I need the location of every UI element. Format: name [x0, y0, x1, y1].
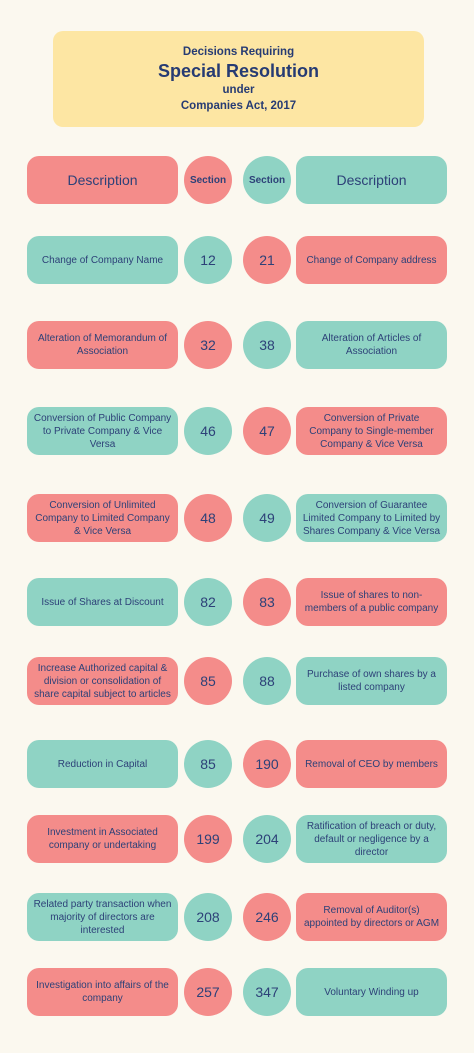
header-right-section: Section [243, 156, 291, 204]
row-2-right-text: Alteration of Articles of Association [296, 321, 447, 369]
row-3-left-text: Conversion of Public Company to Private … [27, 407, 178, 455]
row-9-left-section: 208 [184, 893, 232, 941]
row-6-left-text: Increase Authorized capital & division o… [27, 657, 178, 705]
row-5-left-text: Issue of Shares at Discount [27, 578, 178, 626]
row-8-left-section: 199 [184, 815, 232, 863]
header-right-description: Description [296, 156, 447, 204]
row-9-right-text: Removal of Auditor(s) appointed by direc… [296, 893, 447, 941]
row-3-right-section: 47 [243, 407, 291, 455]
row-7-right-text: Removal of CEO by members [296, 740, 447, 788]
row-9-right-section: 246 [243, 893, 291, 941]
row-4-right-text: Conversion of Guarantee Limited Company … [296, 494, 447, 542]
row-3-right-text: Conversion of Private Company to Single-… [296, 407, 447, 455]
row-9-left-text: Related party transaction when majority … [27, 893, 178, 941]
row-7-left-text: Reduction in Capital [27, 740, 178, 788]
row-4-left-section: 48 [184, 494, 232, 542]
title-line-2: Special Resolution [157, 61, 320, 81]
row-4-left-text: Conversion of Unlimited Company to Limit… [27, 494, 178, 542]
row-8-left-text: Investment in Associated company or unde… [27, 815, 178, 863]
title-line-1: Decisions Requiring [182, 46, 295, 58]
row-8-right-text: Ratification of breach or duty, default … [296, 815, 447, 863]
row-4-right-section: 49 [243, 494, 291, 542]
row-5-right-section: 83 [243, 578, 291, 626]
title-line-3: under [222, 84, 255, 96]
header-left-description: Description [27, 156, 178, 204]
row-3-left-section: 46 [184, 407, 232, 455]
row-2-left-section: 32 [184, 321, 232, 369]
row-7-left-section: 85 [184, 740, 232, 788]
row-5-left-section: 82 [184, 578, 232, 626]
row-7-right-section: 190 [243, 740, 291, 788]
title-banner: Decisions Requiring Special Resolution u… [53, 31, 424, 127]
row-1-left-text: Change of Company Name [27, 236, 178, 284]
row-10-left-text: Investigation into affairs of the compan… [27, 968, 178, 1016]
row-10-left-section: 257 [184, 968, 232, 1016]
row-8-right-section: 204 [243, 815, 291, 863]
row-10-right-section: 347 [243, 968, 291, 1016]
row-6-right-section: 88 [243, 657, 291, 705]
row-6-left-section: 85 [184, 657, 232, 705]
row-6-right-text: Purchase of own shares by a listed compa… [296, 657, 447, 705]
row-2-right-section: 38 [243, 321, 291, 369]
row-1-left-section: 12 [184, 236, 232, 284]
row-2-left-text: Alteration of Memorandum of Association [27, 321, 178, 369]
title-line-4: Companies Act, 2017 [180, 100, 297, 112]
row-1-right-text: Change of Company address [296, 236, 447, 284]
row-1-right-section: 21 [243, 236, 291, 284]
row-10-right-text: Voluntary Winding up [296, 968, 447, 1016]
header-left-section: Section [184, 156, 232, 204]
row-5-right-text: Issue of shares to non-members of a publ… [296, 578, 447, 626]
